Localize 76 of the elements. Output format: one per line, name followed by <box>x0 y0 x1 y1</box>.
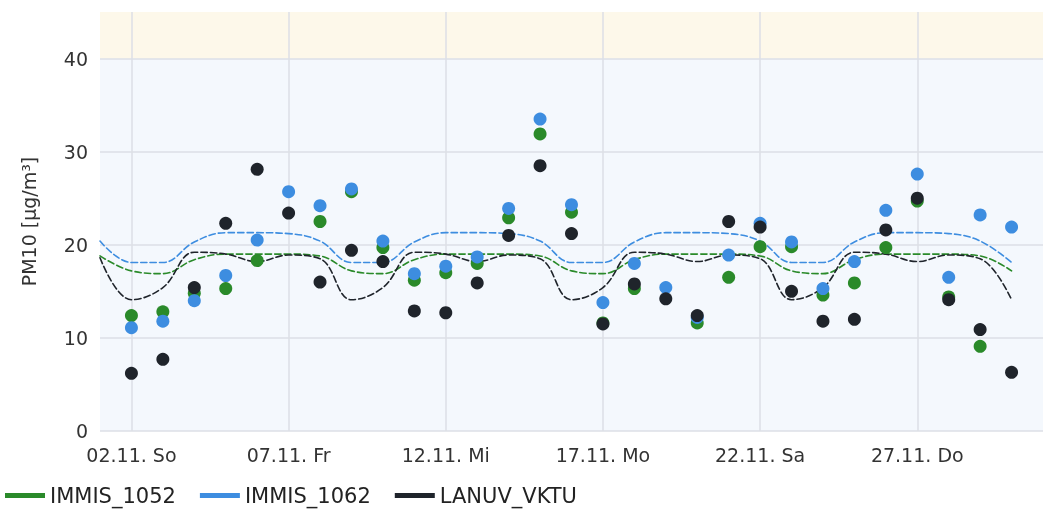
point <box>502 228 516 242</box>
point <box>219 282 233 296</box>
y-tick-label: 30 <box>63 140 88 163</box>
x-tick-label: 02.11. So <box>86 443 177 466</box>
point <box>282 206 296 220</box>
point <box>816 282 830 296</box>
point <box>659 292 673 306</box>
point <box>156 314 170 328</box>
point <box>470 276 484 290</box>
point <box>785 284 799 298</box>
point <box>847 312 861 326</box>
point <box>722 215 736 228</box>
point <box>313 215 327 228</box>
point <box>942 270 956 284</box>
x-tick-label: 17.11. Mo <box>555 443 651 466</box>
point <box>533 127 547 141</box>
point <box>344 243 358 257</box>
point <box>627 256 641 270</box>
point <box>124 366 138 380</box>
point <box>1005 365 1019 379</box>
point <box>376 255 390 269</box>
y-tick-label: 0 <box>75 420 88 442</box>
x-tick-label: 07.11. Fr <box>246 443 331 466</box>
point <box>533 112 547 126</box>
point <box>376 234 390 248</box>
point <box>250 162 264 176</box>
point <box>910 167 924 181</box>
point <box>187 281 201 295</box>
point <box>156 352 170 366</box>
point <box>407 304 421 318</box>
point <box>124 309 138 323</box>
point <box>470 250 484 264</box>
point <box>879 241 893 255</box>
legend-label: IMMIS_1052 <box>50 483 176 509</box>
legend-label: LANUV_VKTU <box>439 483 577 509</box>
point <box>722 270 736 284</box>
point <box>313 199 327 213</box>
point <box>250 233 264 247</box>
point <box>816 314 830 328</box>
x-tick-label: 27.11. Do <box>870 443 964 466</box>
point <box>627 277 641 291</box>
point <box>753 240 767 254</box>
point <box>565 198 578 212</box>
point <box>753 220 767 234</box>
point <box>785 235 799 249</box>
point <box>565 227 578 241</box>
y-tick-label: 20 <box>63 233 88 256</box>
point <box>879 223 893 237</box>
point <box>973 208 987 222</box>
y-tick-label: 40 <box>63 47 88 70</box>
x-tick-label: 22.11. Sa <box>715 443 806 466</box>
point <box>502 201 516 215</box>
point <box>187 294 201 308</box>
point <box>313 275 327 289</box>
point <box>596 296 610 309</box>
legend-label: IMMIS_1062 <box>244 483 371 509</box>
point <box>879 203 893 217</box>
point <box>973 323 987 337</box>
y-axis-title: PM10 [µg/m³] <box>17 156 40 287</box>
point <box>973 339 987 353</box>
x-tick-label: 12.11. Mi <box>401 443 490 466</box>
point <box>1005 220 1019 234</box>
point <box>847 276 861 290</box>
point <box>124 321 138 335</box>
point <box>722 248 736 262</box>
point <box>219 269 233 282</box>
point <box>847 255 861 269</box>
point <box>407 267 421 281</box>
point <box>439 259 453 273</box>
point <box>250 254 264 268</box>
point <box>219 216 233 230</box>
point <box>659 281 673 295</box>
point <box>439 306 453 320</box>
point <box>282 185 296 199</box>
y-tick-label: 10 <box>63 326 88 349</box>
point <box>533 159 547 173</box>
